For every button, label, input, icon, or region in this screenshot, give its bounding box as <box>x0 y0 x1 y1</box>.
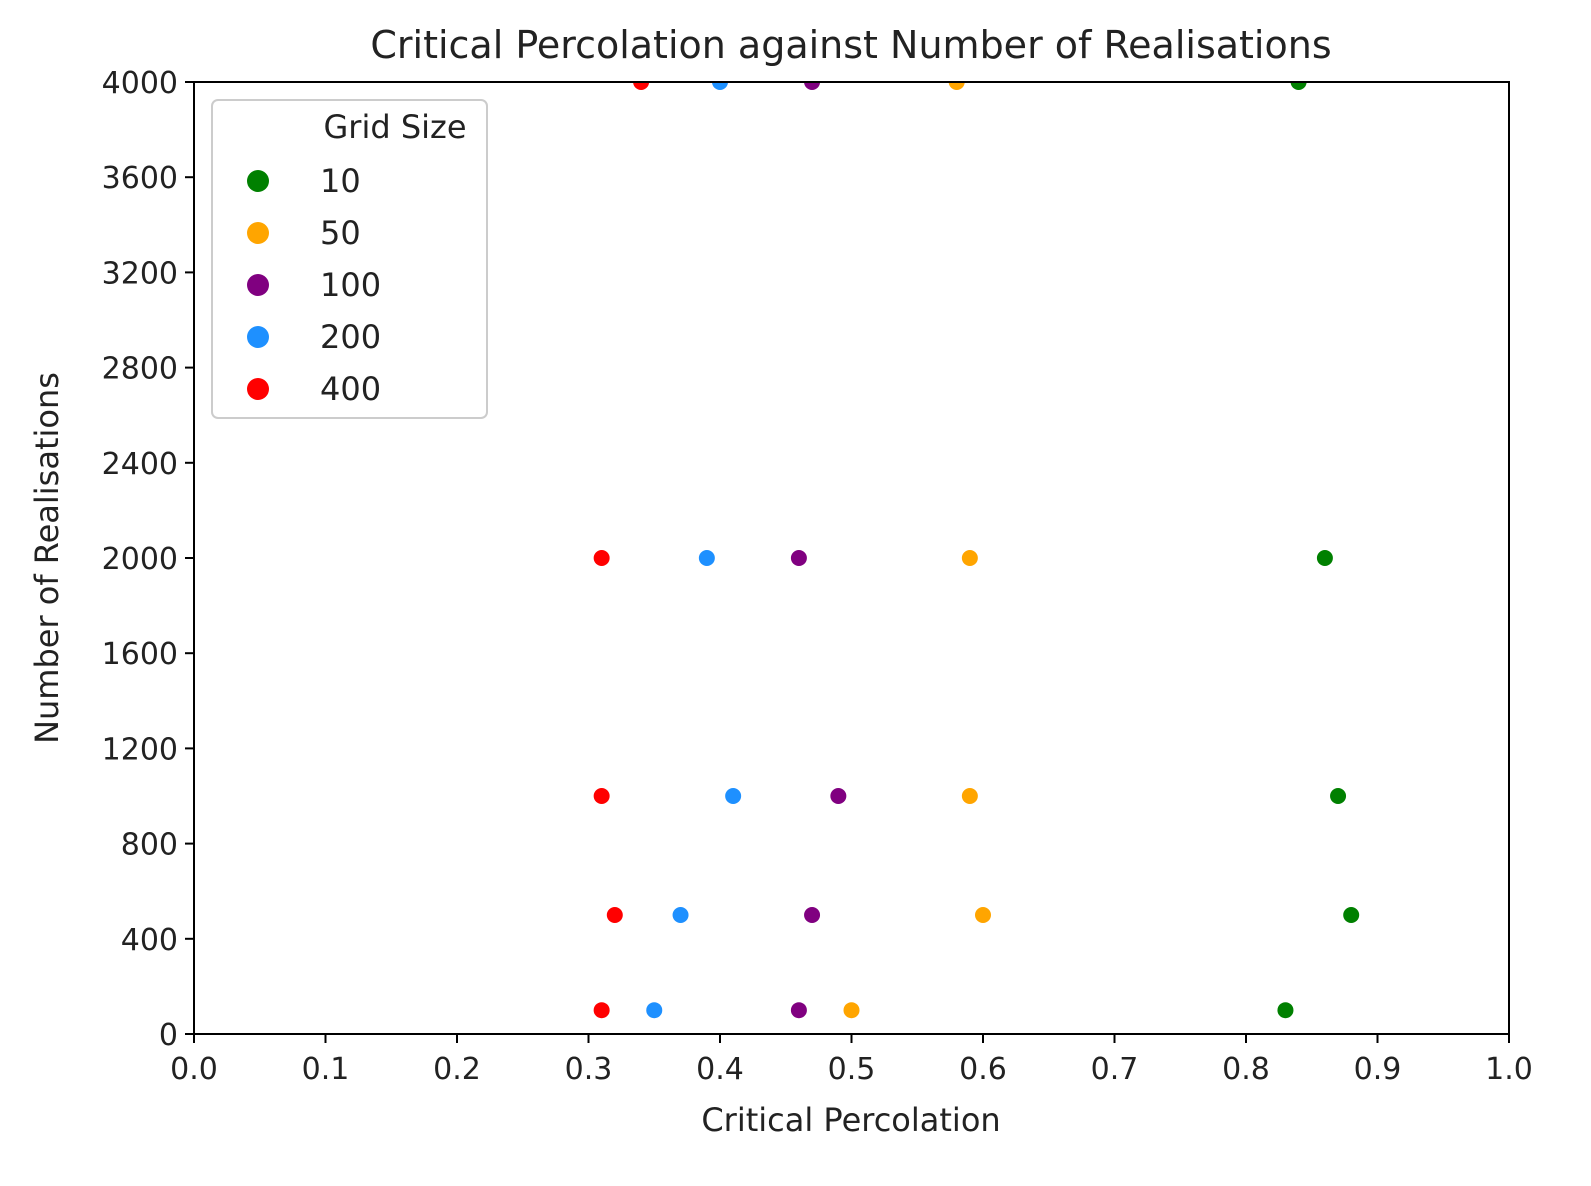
legend-label-100: 100 <box>320 266 381 304</box>
x-tick-label: 0.2 <box>433 1052 481 1087</box>
y-tick-label: 0 <box>159 1018 178 1053</box>
y-tick-label: 3600 <box>102 161 178 196</box>
data-point-grid-400 <box>633 82 650 90</box>
y-tick-label: 2000 <box>102 542 178 577</box>
x-axis-ticks: 0.0 0.1 0.2 0.3 0.4 0.5 0.6 0.7 0.8 0.9 1.0 <box>170 1034 1533 1087</box>
data-point-grid-100 <box>804 907 821 923</box>
legend-marker-100 <box>247 274 269 296</box>
chart-title: Critical Percolation against Number of R… <box>370 23 1331 67</box>
x-tick-label: 0.7 <box>1091 1052 1139 1087</box>
data-point-grid-400 <box>593 788 610 804</box>
legend-marker-400 <box>247 378 269 400</box>
data-point-grid-200 <box>698 550 715 566</box>
y-tick-label: 2400 <box>102 447 178 482</box>
data-point-grid-100 <box>830 788 847 804</box>
data-point-grid-100 <box>804 82 821 90</box>
data-point-grid-50 <box>843 1002 860 1019</box>
data-point-grid-50 <box>948 82 965 90</box>
y-tick-label: 800 <box>121 828 178 863</box>
legend-marker-50 <box>247 222 269 244</box>
data-point-grid-200 <box>725 788 742 804</box>
data-point-grid-10 <box>1290 82 1307 90</box>
data-point-grid-400 <box>606 907 623 923</box>
legend-label-50: 50 <box>320 214 361 252</box>
legend-label-400: 400 <box>320 370 381 408</box>
x-tick-label: 0.3 <box>565 1052 613 1087</box>
data-point-grid-200 <box>672 907 689 923</box>
plot-frame <box>193 81 1510 1035</box>
data-point-grid-10 <box>1343 907 1360 923</box>
y-tick-label: 400 <box>121 923 178 958</box>
y-tick-label: 2800 <box>102 352 178 387</box>
data-point-grid-100 <box>790 550 807 566</box>
y-tick-label: 1200 <box>102 732 178 767</box>
legend-label-10: 10 <box>320 162 361 200</box>
data-point-grid-400 <box>593 550 610 566</box>
y-axis-label: Number of Realisations <box>28 372 66 744</box>
data-point-grid-10 <box>1316 550 1333 566</box>
data-point-grid-400 <box>593 1002 610 1019</box>
y-tick-label: 3200 <box>102 256 178 291</box>
legend-label-200: 200 <box>320 318 381 356</box>
legend-box <box>211 99 488 419</box>
x-tick-label: 0.0 <box>170 1052 218 1087</box>
y-tick-label: 1600 <box>102 637 178 672</box>
x-tick-label: 0.8 <box>1222 1052 1270 1087</box>
y-axis-ticks: 0 400 800 1200 1600 2000 2400 2800 3200 3600 4000 <box>102 66 194 1053</box>
data-point-grid-10 <box>1277 1002 1294 1019</box>
legend: Grid Size 10 50 100 200 400 <box>211 99 488 419</box>
x-tick-label: 1.0 <box>1485 1052 1533 1087</box>
legend-marker-200 <box>247 326 269 348</box>
x-tick-label: 0.6 <box>959 1052 1007 1087</box>
data-point-grid-50 <box>961 788 978 804</box>
x-tick-label: 0.5 <box>828 1052 876 1087</box>
data-point-grid-50 <box>961 550 978 566</box>
data-point-grid-200 <box>712 82 728 90</box>
data-point-grid-200 <box>646 1002 663 1019</box>
x-tick-label: 0.1 <box>302 1052 350 1087</box>
x-axis-label: Critical Percolation <box>701 1101 1000 1139</box>
data-point-grid-10 <box>1330 788 1347 804</box>
data-points <box>593 82 1360 1019</box>
x-tick-label: 0.4 <box>696 1052 744 1087</box>
legend-marker-10 <box>247 170 269 192</box>
data-point-grid-100 <box>790 1002 807 1019</box>
data-point-grid-50 <box>975 907 991 923</box>
x-tick-label: 0.9 <box>1354 1052 1402 1087</box>
y-tick-label: 4000 <box>102 66 178 101</box>
legend-title: Grid Size <box>323 108 466 146</box>
